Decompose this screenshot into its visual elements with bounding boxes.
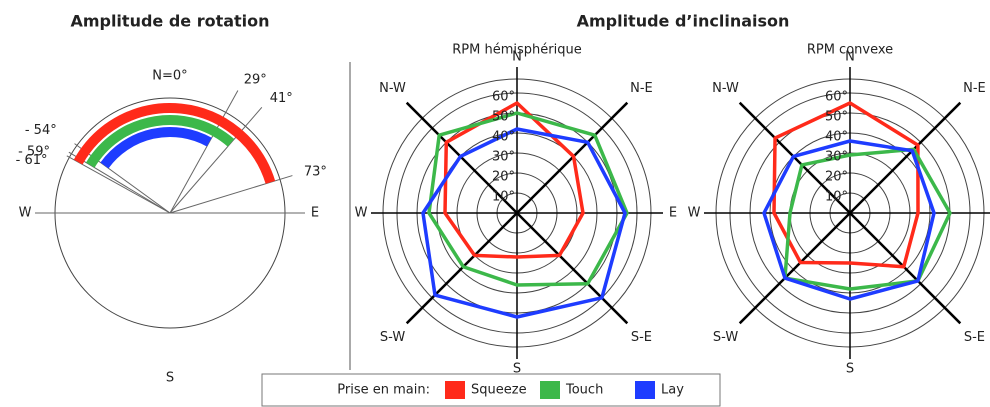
r-tick-label: 10° bbox=[825, 190, 848, 205]
axis-line bbox=[849, 101, 962, 214]
axis-label: N bbox=[512, 50, 522, 65]
r-tick-label: 10° bbox=[492, 190, 515, 205]
tick-line bbox=[169, 90, 239, 214]
legend-label: Squeeze bbox=[471, 383, 527, 398]
axis-label: N bbox=[845, 50, 855, 65]
r-tick-label: 30° bbox=[492, 150, 515, 165]
tick-line bbox=[169, 175, 293, 214]
r-tick-label: 40° bbox=[825, 130, 848, 145]
tick-label: 73° bbox=[304, 165, 327, 180]
axis-line bbox=[516, 212, 629, 325]
r-tick-label: 60° bbox=[825, 90, 848, 105]
tick-label: E bbox=[311, 206, 319, 221]
r-tick-label: 50° bbox=[492, 110, 515, 125]
axis-label: S bbox=[846, 362, 854, 377]
tick-label: 29° bbox=[244, 73, 267, 88]
tick-label: W bbox=[19, 206, 32, 221]
tick-label: 41° bbox=[270, 91, 293, 106]
axis-line bbox=[738, 212, 851, 325]
rotation-arc bbox=[85, 115, 235, 168]
r-tick-label: 20° bbox=[492, 170, 515, 185]
axis-label: W bbox=[688, 206, 701, 221]
r-tick-label: 20° bbox=[825, 170, 848, 185]
radar-line bbox=[427, 111, 629, 287]
chart-subtitle: RPM hémisphérique bbox=[452, 43, 581, 58]
axis-label: W bbox=[355, 206, 368, 221]
axis-label: N-E bbox=[630, 81, 653, 96]
axis-label: E bbox=[669, 206, 677, 221]
legend-label: Touch bbox=[565, 383, 603, 398]
tick-line bbox=[68, 151, 171, 214]
radar-line bbox=[762, 139, 936, 301]
axis-line bbox=[405, 212, 518, 325]
axis-label: N-W bbox=[379, 81, 406, 96]
radar-line bbox=[443, 101, 585, 259]
legend-title: Prise en main: bbox=[337, 383, 430, 398]
axis-label: S-W bbox=[713, 330, 738, 345]
tick-label: - 59° bbox=[18, 144, 50, 159]
legend-label: Lay bbox=[661, 383, 684, 398]
chart-title: Amplitude d’inclinaison bbox=[577, 12, 790, 31]
axis-label: N-W bbox=[712, 81, 739, 96]
tick-label: - 54° bbox=[25, 123, 57, 138]
tick-line bbox=[66, 155, 171, 214]
r-tick-label: 60° bbox=[492, 90, 515, 105]
axis-label: S bbox=[513, 362, 521, 377]
tick-line bbox=[169, 107, 263, 214]
axis-label: S-E bbox=[631, 330, 652, 345]
tick-label: S bbox=[166, 371, 174, 386]
rotation-arc bbox=[100, 127, 212, 169]
axis-label: N-E bbox=[963, 81, 986, 96]
chart-title: Amplitude de rotation bbox=[70, 12, 269, 31]
radar-line bbox=[421, 127, 627, 319]
axis-line bbox=[849, 212, 962, 325]
r-tick-label: 50° bbox=[825, 110, 848, 125]
tick-label: N=0° bbox=[152, 69, 187, 84]
legend-swatch bbox=[540, 381, 560, 399]
radar-line bbox=[783, 147, 952, 291]
tick-line bbox=[74, 143, 171, 214]
legend-swatch bbox=[635, 381, 655, 399]
axis-line bbox=[405, 101, 518, 214]
r-tick-label: 30° bbox=[825, 150, 848, 165]
tick-label: - 61° bbox=[16, 153, 48, 168]
rotation-arc bbox=[73, 103, 276, 184]
chart-subtitle: RPM convexe bbox=[807, 43, 893, 58]
axis-label: S-W bbox=[380, 330, 405, 345]
legend-swatch bbox=[445, 381, 465, 399]
axis-label: S-E bbox=[964, 330, 985, 345]
r-tick-label: 40° bbox=[492, 130, 515, 145]
